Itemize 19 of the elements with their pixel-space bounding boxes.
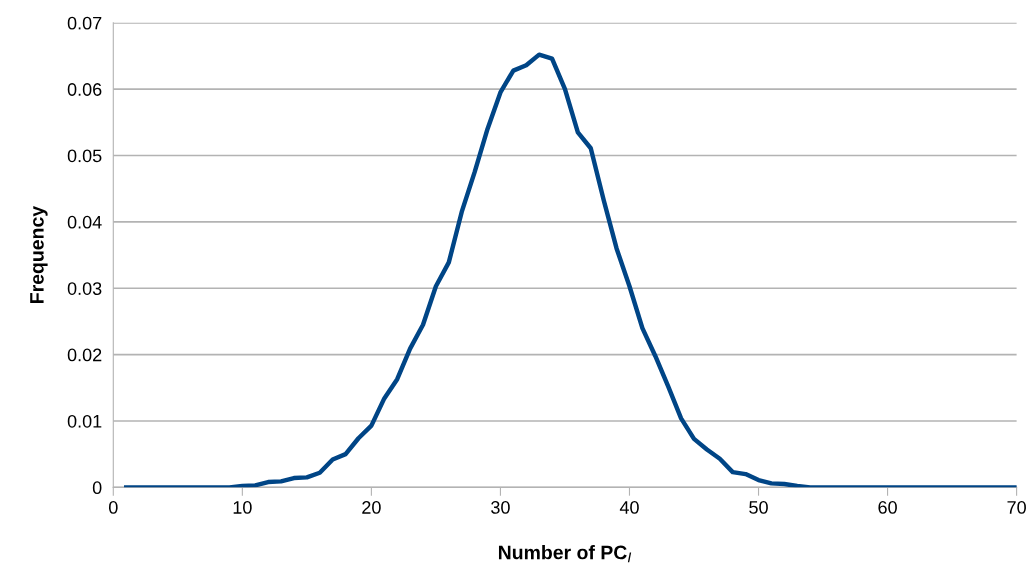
y-tick-label: 0.05 (67, 149, 102, 163)
y-tick-label: 0.03 (67, 282, 102, 295)
y-tick-label: 0.02 (67, 348, 102, 362)
y-tick-label: 0.07 (67, 16, 102, 30)
y-tick-label: 0 (92, 481, 102, 495)
x-tick-label: 60 (878, 501, 897, 514)
y-axis-title: Frequency (30, 206, 48, 303)
y-tick-label: 0.01 (67, 414, 102, 428)
x-tick-label: 70 (1007, 501, 1026, 514)
x-tick-label: 10 (233, 501, 252, 514)
x-tick-label: 0 (108, 501, 118, 514)
y-tick-label: 0.06 (67, 83, 102, 96)
line-series (123, 52, 1017, 488)
y-tick-label: 0.04 (67, 215, 102, 229)
x-tick-label: 50 (749, 501, 768, 514)
x-tick-label: 40 (619, 501, 639, 514)
x-axis-title: Number of PC$_{I}$ (498, 545, 632, 563)
x-tick-label: 30 (491, 501, 510, 514)
x-tick-label: 20 (362, 501, 381, 514)
